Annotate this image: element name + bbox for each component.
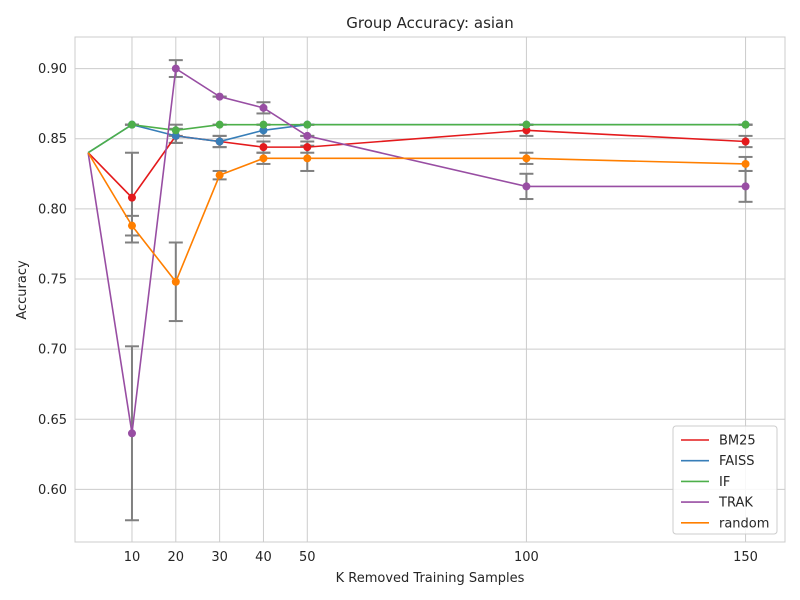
legend-label-IF: IF: [719, 475, 730, 490]
data-point-FAISS: [259, 126, 268, 135]
x-tick-label: 20: [168, 550, 185, 565]
data-point-TRAK: [303, 131, 312, 140]
series-line-random: [87, 152, 746, 284]
legend: BM25 FAISS IF TRAK random: [672, 425, 778, 535]
data-point-TRAK: [741, 182, 750, 191]
x-tick-label: 40: [255, 550, 272, 565]
series-markers: [127, 64, 750, 438]
data-point-random: [215, 171, 224, 180]
data-point-random: [741, 159, 750, 168]
data-point-IF: [259, 120, 268, 129]
x-tick-label: 30: [211, 550, 228, 565]
data-point-TRAK: [171, 64, 180, 73]
y-axis-title: Accuracy: [15, 260, 30, 320]
y-tick-label: 0.90: [38, 62, 67, 77]
y-tick-label: 0.70: [38, 343, 67, 358]
y-tick-label: 0.80: [38, 202, 67, 217]
x-tick-label: 150: [733, 550, 758, 565]
data-point-BM25: [259, 143, 268, 152]
data-point-TRAK: [215, 92, 224, 101]
data-point-TRAK: [259, 103, 268, 112]
data-point-IF: [303, 120, 312, 129]
x-axis-title: K Removed Training Samples: [336, 571, 525, 586]
y-tick-label: 0.85: [38, 132, 67, 147]
data-point-IF: [741, 120, 750, 129]
data-point-FAISS: [171, 131, 180, 140]
y-tick-label: 0.75: [38, 272, 67, 287]
error-bars: [124, 59, 753, 522]
y-tick-label: 0.65: [38, 413, 67, 428]
legend-box: [672, 425, 778, 535]
data-point-BM25: [127, 193, 136, 202]
y-axis-ticks: 0.60 0.65 0.70 0.75 0.80 0.85 0.90: [38, 62, 67, 498]
x-tick-label: 50: [299, 550, 316, 565]
data-point-FAISS: [215, 137, 224, 146]
data-point-BM25: [303, 143, 312, 152]
data-point-TRAK: [522, 182, 531, 191]
data-point-random: [522, 154, 531, 163]
data-point-IF: [171, 126, 180, 135]
data-point-BM25: [741, 137, 750, 146]
series-line-BM25: [87, 129, 746, 199]
data-point-random: [171, 277, 180, 286]
data-point-random: [303, 154, 312, 163]
y-tick-label: 0.60: [38, 483, 67, 498]
x-axis-ticks: 10 20 30 40 50 100 150: [124, 550, 758, 565]
legend-label-FAISS: FAISS: [719, 454, 755, 469]
data-point-TRAK: [127, 429, 136, 438]
x-tick-label: 100: [514, 550, 539, 565]
series-lines: [87, 67, 746, 434]
data-point-IF: [522, 120, 531, 129]
x-tick-label: 10: [124, 550, 141, 565]
data-point-IF: [127, 120, 136, 129]
series-line-TRAK: [87, 67, 746, 434]
legend-label-random: random: [719, 516, 769, 531]
data-point-IF: [215, 120, 224, 129]
data-point-random: [259, 154, 268, 163]
data-point-random: [127, 221, 136, 230]
legend-label-TRAK: TRAK: [718, 496, 753, 511]
series-line-IF: [87, 123, 746, 154]
legend-label-BM25: BM25: [719, 434, 756, 449]
plot-frame: [74, 36, 786, 543]
data-point-BM25: [522, 126, 531, 135]
chart-title: Group Accuracy: asian: [346, 14, 514, 32]
